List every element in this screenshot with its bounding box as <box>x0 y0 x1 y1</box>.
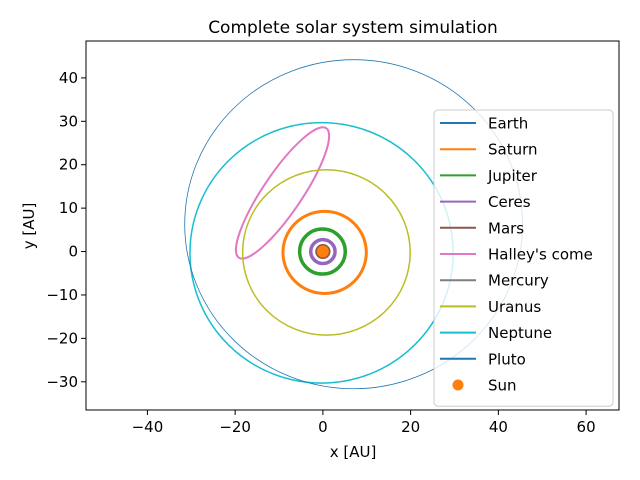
y-tick-label: 0 <box>68 243 78 261</box>
legend-label: Saturn <box>488 141 538 159</box>
x-axis: −40 −20 0 20 40 60 <box>132 410 596 436</box>
legend-item-mars: Mars <box>440 219 524 237</box>
series-line-mars <box>315 244 331 260</box>
legend-label: Ceres <box>488 193 531 211</box>
legend-item-sun: Sun <box>452 377 517 395</box>
legend-label: Mercury <box>488 272 549 290</box>
x-tick-label: 40 <box>489 418 508 436</box>
series-line-ceres <box>308 237 337 266</box>
series-line-jupiter <box>297 227 348 276</box>
axes-frame <box>85 40 620 411</box>
legend-item-neptune: Neptune <box>440 324 552 342</box>
series-line-uranus <box>241 168 411 336</box>
legend-item-saturn: Saturn <box>440 141 538 159</box>
legend-label: Earth <box>488 115 528 133</box>
legend-box <box>433 109 614 407</box>
y-tick-label: 30 <box>59 112 78 130</box>
y-tick-label: −10 <box>46 286 78 304</box>
legend-item-ceres: Ceres <box>440 193 531 211</box>
y-tick-label: −20 <box>46 329 78 347</box>
legend-item-mercury: Mercury <box>440 272 549 290</box>
x-axis-label: x [AU] <box>330 443 377 461</box>
legend-item-uranus: Uranus <box>440 298 541 316</box>
plot-area <box>184 59 523 390</box>
legend-label: Halley's come <box>488 246 593 264</box>
y-axis: −30 −20 −10 0 10 20 30 40 <box>46 69 86 391</box>
x-tick-label: 0 <box>318 418 328 436</box>
x-tick-label: 20 <box>401 418 420 436</box>
series-line-saturn <box>281 209 368 295</box>
y-axis-label: y [AU] <box>20 203 38 250</box>
legend-item-pluto: Pluto <box>440 350 526 368</box>
y-tick-label: 20 <box>59 156 78 174</box>
legend-item-earth: Earth <box>440 115 528 133</box>
chart-title: Complete solar system simulation <box>208 18 498 38</box>
legend-label: Sun <box>488 377 517 395</box>
legend-label: Jupiter <box>487 167 538 185</box>
legend-item-jupiter: Jupiter <box>440 167 538 185</box>
y-tick-label: −30 <box>46 373 78 391</box>
legend-item-halley-s-come: Halley's come <box>440 246 593 264</box>
x-tick-label: −20 <box>219 418 251 436</box>
series-line-halley-s-come <box>234 126 331 260</box>
series-point-sun <box>316 245 329 258</box>
y-tick-label: 10 <box>59 199 78 217</box>
x-tick-label: −40 <box>132 418 164 436</box>
legend-label: Uranus <box>488 298 541 316</box>
x-tick-label: 60 <box>577 418 596 436</box>
legend-label: Neptune <box>488 324 552 342</box>
legend: Earth Saturn Jupiter Ceres Mars Halley's come… <box>433 109 614 407</box>
legend-label: Pluto <box>488 350 526 368</box>
y-tick-label: 40 <box>59 69 78 87</box>
legend-label: Mars <box>488 219 524 237</box>
legend-marker <box>452 379 464 391</box>
